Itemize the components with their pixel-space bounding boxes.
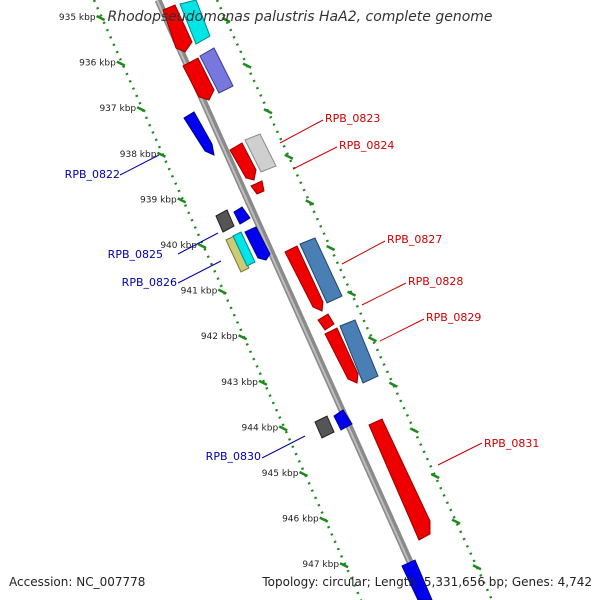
ruler-tick [347, 290, 357, 297]
genome-title: Rhodopseudomonas palustris HaA2, complet… [107, 9, 493, 25]
gene-small-blue[interactable] [233, 206, 251, 225]
gene-label-rpb-0831[interactable]: RPB_0831 [484, 437, 539, 450]
gene-rpb-0829[interactable] [324, 327, 359, 384]
gene-small-blue[interactable] [333, 409, 353, 431]
gene-blue-arrow[interactable] [244, 226, 271, 261]
gene-rpb-0824[interactable] [229, 142, 257, 181]
ruler-tick [472, 564, 482, 571]
ruler-tick [284, 153, 294, 160]
ruler-labels: 935 kbp 936 kbp 937 kbp 938 kbp 939 kbp 940 k… [59, 13, 339, 570]
ruler-tick [177, 197, 187, 204]
ruler-tick [156, 151, 167, 158]
ruler-right [215, 0, 494, 600]
callout-lines [119, 119, 483, 466]
gene-label-rpb-0829[interactable]: RPB_0829 [426, 311, 481, 324]
gene-labels: RPB_0823 RPB_0824 RPB_0827 RPB_0828 RPB_… [65, 112, 540, 463]
gene-rpb-0831[interactable] [368, 418, 431, 541]
ruler-tick [367, 336, 378, 343]
ruler-tick [258, 379, 268, 386]
ruler-label: 939 kbp [140, 195, 177, 205]
ruler-tick [298, 470, 309, 478]
gene-label-rpb-0830[interactable]: RPB_0830 [206, 450, 261, 463]
ruler-tick [96, 14, 106, 22]
gene-arrow-red[interactable] [162, 4, 193, 53]
gene-small-red[interactable] [250, 180, 265, 195]
gene-label-rpb-0824[interactable]: RPB_0824 [339, 139, 394, 152]
ruler-tick [388, 381, 398, 388]
ruler-tick [116, 60, 126, 67]
accession-text: Accession: NC_007778 [9, 575, 146, 589]
gene-arrow-red[interactable] [182, 57, 215, 101]
ruler-tick [451, 518, 461, 525]
gene-label-rpb-0823[interactable]: RPB_0823 [325, 112, 380, 125]
gene-block-purple[interactable] [199, 47, 234, 94]
ruler-label: 947 kbp [302, 560, 339, 570]
gene-features [162, 0, 433, 600]
ruler-tick [197, 242, 207, 250]
gene-label-rpb-0826[interactable]: RPB_0826 [122, 276, 177, 289]
ruler-tick [221, 16, 231, 24]
gene-label-rpb-0828[interactable]: RPB_0828 [408, 275, 463, 288]
ruler-tick [278, 425, 288, 432]
topology-text: Topology: circular; Length: 5,331,656 bp… [262, 575, 592, 589]
ruler-label: 943 kbp [221, 378, 258, 388]
ruler-label: 937 kbp [99, 104, 136, 114]
gene-blue-block[interactable] [339, 319, 379, 384]
ruler-tick [136, 106, 146, 113]
ruler-label: 944 kbp [242, 423, 279, 433]
ruler-tick [319, 516, 329, 523]
gene-rpb-0830[interactable] [314, 415, 335, 439]
ruler-label: 935 kbp [59, 13, 96, 23]
ruler-tick [430, 472, 440, 480]
gene-rpb-0823[interactable] [244, 133, 277, 173]
ruler-tick [238, 334, 248, 341]
ruler-tick [409, 427, 419, 434]
ruler-ticks-left [96, 14, 349, 569]
ruler-label: 938 kbp [120, 150, 157, 160]
gene-rpb-0825[interactable] [225, 235, 250, 273]
gene-label-rpb-0822[interactable]: RPB_0822 [65, 168, 120, 181]
gene-small-red[interactable] [317, 313, 335, 331]
ruler-label: 946 kbp [282, 515, 319, 525]
gene-small-gray[interactable] [215, 209, 235, 233]
genome-backbone-highlight [156, 0, 427, 600]
ruler-tick [339, 562, 349, 569]
ruler-label: 941 kbp [181, 287, 218, 297]
ruler-ticks-right [221, 16, 482, 571]
ruler-tick [217, 288, 227, 295]
ruler-label: 942 kbp [201, 332, 238, 342]
ruler-label: 936 kbp [79, 59, 116, 69]
ruler-tick [326, 244, 336, 252]
gene-label-rpb-0825[interactable]: RPB_0825 [108, 248, 163, 261]
gene-label-rpb-0827[interactable]: RPB_0827 [387, 233, 442, 246]
gene-rpb-0822[interactable] [183, 111, 215, 156]
ruler-tick [305, 199, 315, 206]
ruler-tick [242, 62, 252, 69]
gene-block-cyan[interactable] [179, 0, 211, 45]
ruler-label: 945 kbp [262, 469, 299, 479]
gene-rpb-0826[interactable] [232, 231, 256, 267]
ruler-label: 940 kbp [160, 241, 197, 251]
gene-rpb-0827[interactable] [299, 237, 343, 304]
ruler-left [92, 0, 363, 600]
gene-arrow-blue[interactable] [401, 559, 433, 600]
gene-rpb-0828[interactable] [284, 245, 324, 312]
ruler-tick [263, 108, 273, 115]
